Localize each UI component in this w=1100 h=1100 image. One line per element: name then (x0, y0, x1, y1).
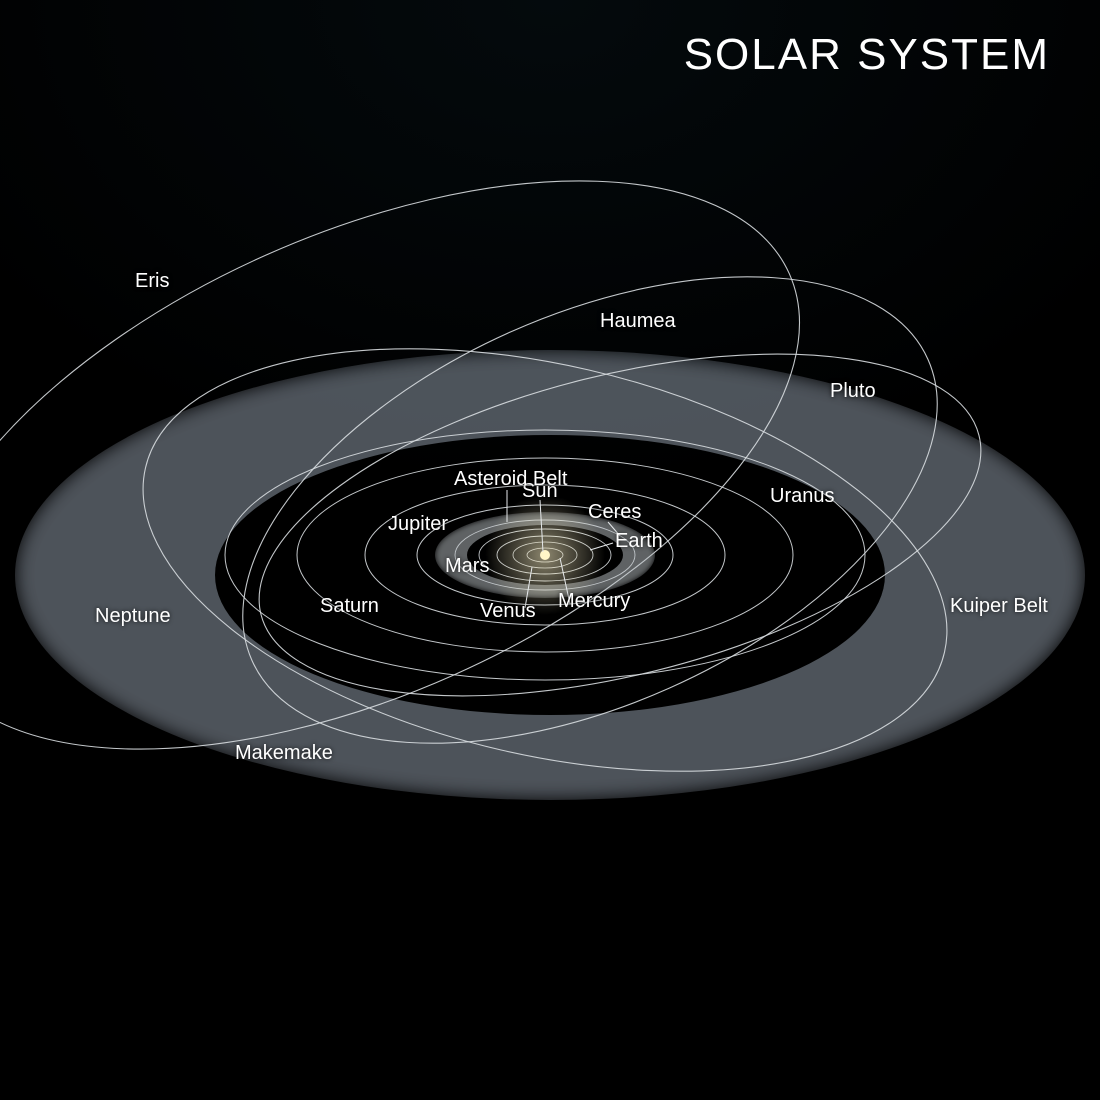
ceres-label: Ceres (588, 501, 641, 524)
venus-label: Venus (480, 600, 536, 623)
kuiperbelt-label: Kuiper Belt (950, 595, 1048, 618)
page-title: SOLAR SYSTEM (684, 30, 1050, 80)
eris-label: Eris (135, 270, 169, 293)
solar-system-diagram: SOLAR SYSTEM SunMercuryVenusEarthMarsCer… (0, 0, 1100, 1100)
mercury-label: Mercury (558, 590, 630, 613)
makemake-label: Makemake (235, 742, 333, 765)
mars-label: Mars (445, 555, 489, 578)
diagram-svg (0, 0, 1100, 1100)
jupiter-label: Jupiter (388, 513, 448, 536)
asteroidbelt-label: Asteroid Belt (454, 468, 567, 491)
uranus-label: Uranus (770, 485, 834, 508)
pluto-label: Pluto (830, 380, 876, 403)
neptune-label: Neptune (95, 605, 171, 628)
earth-label: Earth (615, 530, 663, 553)
saturn-label: Saturn (320, 595, 379, 618)
haumea-label: Haumea (600, 310, 676, 333)
